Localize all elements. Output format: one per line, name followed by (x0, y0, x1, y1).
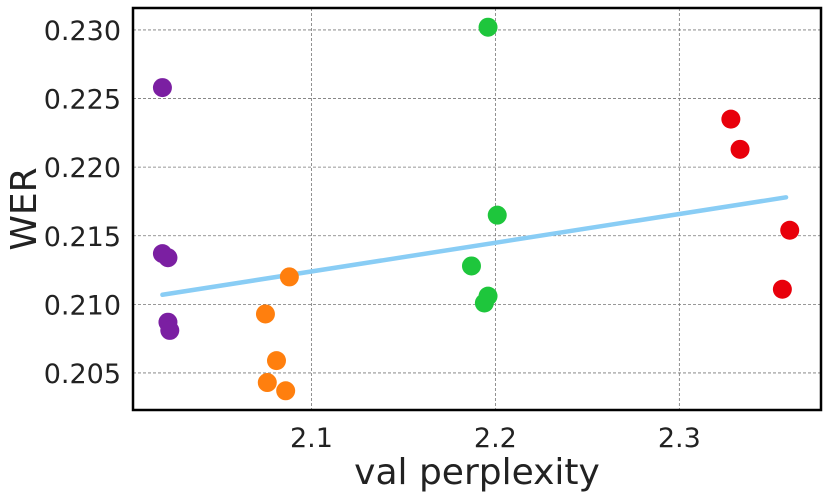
y-tick-label: 0.220 (44, 153, 121, 184)
scatter-point-green (478, 17, 498, 37)
scatter-point-purple (160, 320, 180, 340)
scatter-point-green (487, 205, 507, 225)
scatter-point-red (721, 109, 741, 129)
scatter-point-red (730, 139, 750, 159)
scatter-point-green (474, 293, 494, 313)
scatter-points (152, 17, 800, 401)
x-axis-title: val perplexity (354, 452, 600, 493)
scatter-point-purple (152, 78, 172, 98)
scatter-point-orange (266, 351, 286, 371)
trendline (160, 195, 789, 298)
y-axis-title: WER (4, 167, 45, 250)
x-tick-label: 2.3 (658, 423, 701, 454)
scatter-point-orange (279, 267, 299, 287)
y-tick-label: 0.205 (44, 359, 121, 390)
x-tick-label: 2.2 (474, 423, 517, 454)
scatter-point-orange (255, 304, 275, 324)
scatter-point-red (772, 279, 792, 299)
plot-frame (131, 6, 823, 412)
scatter-point-orange (257, 373, 277, 393)
scatter-point-purple (158, 248, 178, 268)
scatter-point-red (780, 220, 800, 240)
y-tick-label: 0.230 (44, 16, 121, 47)
scatter-point-green (461, 256, 481, 276)
y-tick-label: 0.215 (44, 222, 121, 253)
y-tick-label: 0.225 (44, 85, 121, 116)
tick-labels: 2.1 2.2 2.3 0.205 0.210 0.215 0.220 0.225 0.230 (44, 16, 701, 454)
scatter-point-orange (276, 381, 296, 401)
trendline-group (160, 195, 789, 298)
x-tick-label: 2.1 (290, 423, 333, 454)
y-tick-label: 0.210 (44, 290, 121, 321)
